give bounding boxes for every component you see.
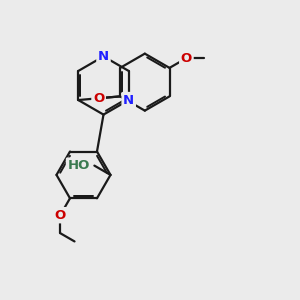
Text: O: O [181,52,192,64]
Text: N: N [98,50,109,63]
Text: O: O [55,209,66,222]
Text: O: O [93,92,104,105]
Text: HO: HO [68,159,90,172]
Text: N: N [123,94,134,106]
